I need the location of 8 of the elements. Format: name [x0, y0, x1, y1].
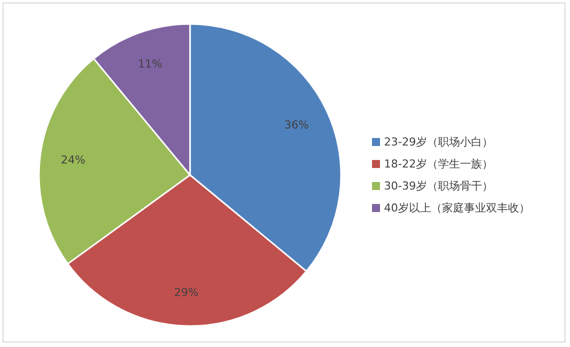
data-label: 24%: [60, 154, 86, 167]
data-label: 29%: [174, 286, 199, 300]
data-label: 11%: [138, 58, 162, 71]
legend-label: 30-39岁（职场骨干）: [384, 180, 493, 192]
legend-label: 40岁以上（家庭事业双丰收）: [384, 202, 530, 214]
data-label: 36%: [284, 118, 309, 132]
legend-label: 23-29岁（职场小白）: [384, 136, 493, 148]
legend-label: 18-22岁（学生一族）: [384, 158, 493, 170]
